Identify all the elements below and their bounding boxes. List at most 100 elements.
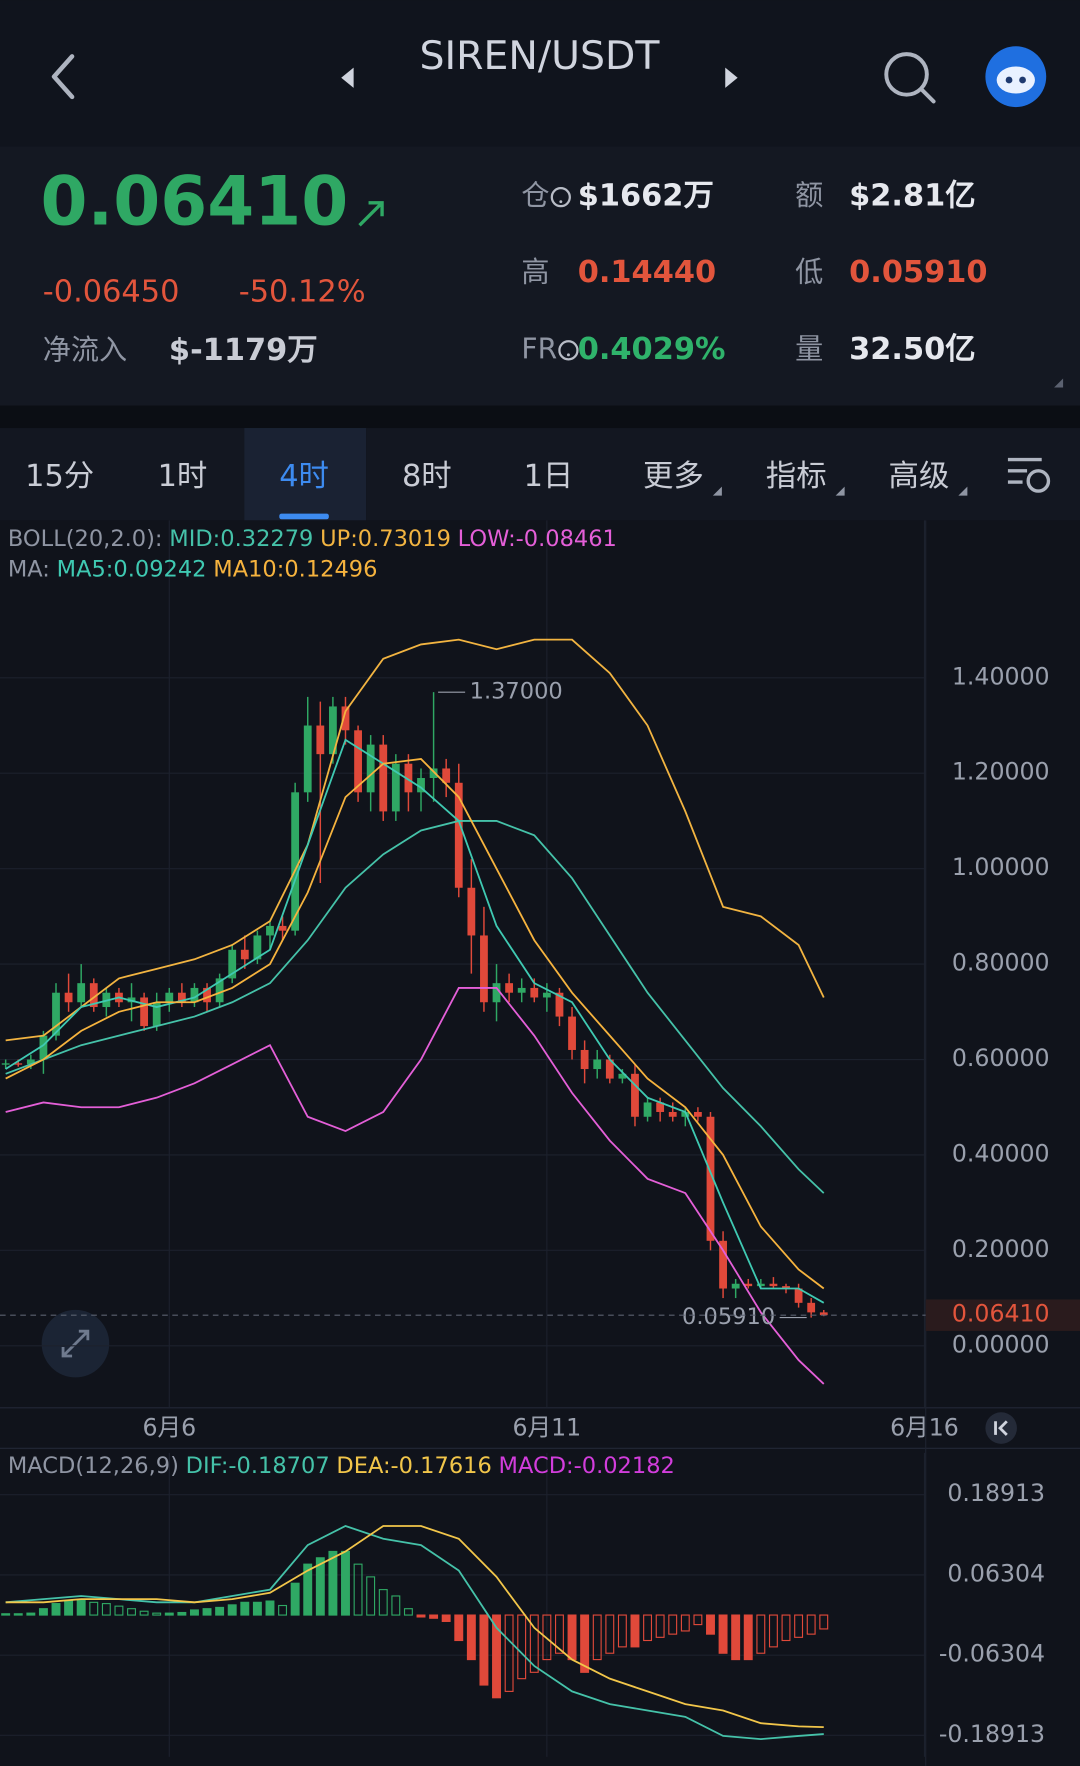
y-tick-label: 0.00000 (952, 1330, 1050, 1358)
timeframe-tab[interactable]: 4时 (279, 459, 329, 494)
y-tick-label: -0.18913 (939, 1720, 1045, 1748)
fullscreen-icon (61, 1329, 90, 1358)
prev-pair[interactable] (341, 67, 354, 88)
x-tick-label: 6月6 (142, 1414, 196, 1442)
avatar-face (996, 66, 1035, 94)
indicator-line (5, 738, 825, 1304)
candle-body (454, 782, 463, 888)
macd-bar (1, 1613, 11, 1616)
candle-body (505, 983, 514, 993)
timeframe-tab[interactable]: 更多 (643, 459, 704, 494)
candle-body (228, 949, 237, 979)
macd-bar (328, 1550, 338, 1616)
candle-body (177, 992, 186, 1003)
scroll-latest-button[interactable] (985, 1412, 1017, 1444)
candle-body (517, 987, 526, 993)
macd-bar (353, 1563, 363, 1616)
macd-bar (429, 1614, 439, 1619)
macd-bar (492, 1614, 501, 1699)
stat-value: $2.81亿 (849, 179, 976, 214)
last-price-tag (925, 1299, 1080, 1331)
candle-body (593, 1059, 602, 1070)
macd-bar (731, 1614, 741, 1661)
candle-body (52, 992, 60, 1036)
candle-body (14, 1063, 23, 1065)
candle-body (165, 992, 174, 1003)
stat-value: $1662万 (578, 179, 714, 214)
avatar-button[interactable] (985, 46, 1047, 108)
stat-label: 高 (521, 256, 549, 289)
timeframe-tab[interactable]: 指标 (766, 459, 827, 494)
candle-body (240, 949, 249, 960)
macd-bar (51, 1603, 61, 1616)
macd-bar (605, 1614, 615, 1654)
macd-bar (504, 1614, 514, 1692)
candle-body (316, 725, 325, 755)
macd-bar (479, 1614, 489, 1686)
macd-bar (643, 1614, 653, 1642)
macd-bar (64, 1600, 74, 1616)
back-button[interactable] (51, 54, 75, 100)
timeframe-tab[interactable]: 15分 (25, 459, 94, 494)
net-inflow-value: $-1179万 (169, 333, 318, 368)
stat-label: 低 (795, 256, 823, 289)
candle-body (152, 1002, 161, 1027)
macd-bar (718, 1614, 728, 1654)
candle-body (366, 744, 375, 793)
macd-bar (101, 1603, 111, 1616)
fullscreen-button[interactable] (41, 1309, 110, 1378)
macd-bar (592, 1614, 602, 1661)
last-price-label: 0.06410 (952, 1300, 1050, 1328)
extreme-label: 0.05910 (682, 1304, 775, 1330)
timeframe-tab[interactable]: 8时 (402, 459, 452, 494)
legend-entry: UP:0.73019 (320, 526, 451, 552)
pair-title[interactable]: SIREN/USDT (419, 33, 660, 79)
timeframe-tab[interactable]: 1日 (524, 459, 574, 494)
avatar-eye (1019, 76, 1026, 84)
macd-bar (315, 1557, 325, 1616)
stat-value: 0.14440 (578, 255, 716, 290)
header-bg (0, 0, 1080, 147)
macd-bar (252, 1601, 262, 1616)
candle-body (140, 997, 149, 1027)
expand-corner[interactable] (1054, 378, 1064, 388)
macd-bar (542, 1614, 552, 1661)
candle-body (278, 925, 287, 931)
macd-bar (152, 1612, 162, 1616)
candle-body (719, 1240, 727, 1289)
macd-bar (403, 1608, 413, 1616)
macd-bar (76, 1599, 86, 1616)
info-icon (558, 340, 579, 361)
macd-bar (366, 1576, 376, 1616)
timeframe-tab[interactable]: 高级 (889, 459, 950, 494)
timeframe-tab[interactable]: 1时 (158, 459, 208, 494)
separator (0, 405, 1080, 429)
macd-bar (454, 1614, 464, 1642)
search-button[interactable] (884, 52, 936, 104)
candle-body (731, 1283, 740, 1289)
macd-bar (756, 1614, 766, 1654)
candle-body (291, 792, 300, 931)
next-pair[interactable] (725, 67, 738, 88)
indicator-line (5, 820, 825, 1194)
macd-bar (38, 1608, 48, 1616)
macd-bar (290, 1582, 300, 1616)
macd-bar (655, 1614, 665, 1638)
chart-settings-button[interactable] (1007, 457, 1051, 493)
candle-body (694, 1111, 702, 1117)
y-tick-label: 0.60000 (952, 1044, 1050, 1072)
macd-line (5, 1525, 824, 1740)
macd-bar (227, 1604, 237, 1616)
candle-body (467, 887, 476, 936)
legend-entry: MA10:0.12496 (213, 556, 377, 582)
stat-value: 32.50亿 (849, 332, 976, 367)
macd-bar (517, 1614, 527, 1680)
macd-bar (567, 1614, 577, 1661)
settings-icon (1026, 469, 1051, 493)
macd-bar (240, 1601, 250, 1616)
indicator-line (5, 638, 825, 1042)
macd-bar (819, 1614, 829, 1630)
stat-label: FR (521, 332, 557, 365)
candle-body (89, 983, 98, 1008)
